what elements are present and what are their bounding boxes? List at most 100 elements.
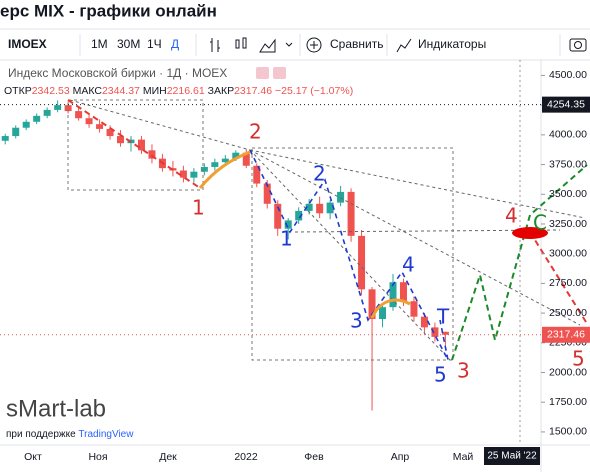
y-tick-label: 3500.00 (549, 188, 587, 200)
candle-body (326, 202, 334, 214)
candle-body (284, 220, 292, 229)
ohlc-value: 2216.61 (167, 85, 205, 97)
candle-body (75, 111, 83, 119)
candle-body (368, 289, 376, 320)
annotation: 5 (572, 347, 585, 371)
x-tick-label: 2022 (234, 451, 258, 463)
cursor-date-box (484, 447, 540, 465)
candle-body (12, 127, 20, 137)
candle-body (263, 183, 271, 204)
ohlc-value: 2344.37 (102, 85, 140, 97)
candle-body (295, 210, 303, 221)
candle-body (211, 162, 219, 167)
candle-body (347, 191, 355, 236)
candle-body (54, 105, 62, 110)
interval[interactable]: 30М (117, 37, 140, 51)
y-tick-label: 2750.00 (549, 277, 587, 289)
annotation: 3 (350, 309, 363, 333)
candle-body (43, 109, 51, 116)
annotation: 4 (505, 204, 518, 228)
interval[interactable]: 1М (91, 37, 108, 51)
indicators-button[interactable]: Индикаторы (418, 37, 486, 51)
y-tick-label: 2000.00 (549, 366, 587, 378)
candle-body (137, 139, 145, 151)
y-tick-label: 4000.00 (549, 129, 587, 141)
price-label-box (542, 96, 590, 113)
ohlc-value: 2342.53 (32, 85, 70, 97)
annotation: 1 (192, 196, 205, 220)
y-tick-label: 3000.00 (549, 247, 587, 259)
candle-body (96, 124, 104, 129)
candle-body (389, 282, 397, 308)
candle-body (232, 152, 240, 159)
x-tick-label: Фев (304, 451, 324, 463)
candle-body (316, 203, 324, 214)
y-tick-label: 3750.00 (549, 158, 587, 170)
y-tick-label: 1750.00 (549, 396, 587, 408)
x-tick-label: Ноя (88, 451, 107, 463)
powered-by-brand[interactable]: TradingView (78, 429, 134, 440)
candle-body (253, 165, 261, 184)
candle-body (337, 191, 345, 203)
candle-body (1, 136, 9, 141)
candle-body (305, 203, 313, 211)
candle-body (242, 152, 250, 166)
candle-body (379, 307, 387, 320)
watermark: sMart-lab (6, 395, 106, 422)
annotation: T (436, 305, 450, 329)
ohlc-label: МАКС (73, 85, 103, 97)
x-tick-label: Окт (24, 451, 42, 463)
candle-body (431, 327, 439, 337)
candle-body (200, 166, 208, 172)
annotation: 5 (434, 363, 447, 387)
y-tick-label: 2500.00 (549, 307, 587, 319)
hand-annotations: 1 2 1 2 3 4 T 5 3 4 C 5 (192, 120, 585, 387)
annotation: 2 (249, 120, 262, 144)
x-tick-label: Май (453, 451, 474, 463)
price-label-box (542, 326, 590, 343)
legend-icon (256, 67, 269, 79)
annotation: 4 (402, 253, 415, 277)
candle-body (64, 105, 72, 112)
plot (1, 100, 449, 411)
candle-body (106, 128, 114, 137)
symbol[interactable]: IMOEX (8, 37, 47, 51)
ohlc-value: 2317.46 (234, 85, 272, 97)
candle-body (410, 301, 418, 317)
annotation: 1 (280, 227, 293, 251)
interval[interactable]: 1Ч (147, 37, 162, 51)
price-label: 4254.35 (547, 98, 585, 110)
x-tick-label: Дек (159, 451, 177, 463)
powered-by: при поддержке TradingView (6, 429, 134, 440)
y-tick-label: 1500.00 (549, 426, 587, 438)
chart-style-icons[interactable] (195, 34, 587, 56)
drawings (67, 60, 588, 445)
candle-body (179, 170, 187, 178)
candle-body (85, 118, 93, 125)
y-tick-label: 4500.00 (549, 69, 587, 81)
ohlc-change: −25.17 (−1.07%) (275, 85, 353, 97)
candle-body (22, 121, 30, 128)
powered-by-text: при поддержке (6, 429, 76, 440)
legend-ohlc: ОТКР2342.53 МАКС2344.37 МИН2216.61 ЗАКР2… (4, 85, 353, 97)
ohlc-label: ОТКР (4, 85, 32, 97)
candle-body (399, 282, 407, 302)
candle-body (358, 235, 366, 290)
interval-active[interactable]: Д (171, 37, 179, 51)
price-label: 2317.46 (547, 329, 585, 341)
y-tick-label: 3250.00 (549, 218, 587, 230)
cursor-date: 25 Май '22 (487, 451, 537, 462)
candle-body (420, 316, 428, 328)
x-tick-label: Апр (391, 451, 410, 463)
candle-body (148, 150, 156, 159)
candle-body (274, 203, 282, 229)
ohlc-label: ЗАКР (208, 85, 234, 97)
compare-button[interactable]: Сравнить (330, 37, 383, 51)
candle-body (441, 331, 449, 335)
candle-body (221, 158, 229, 163)
candle-body (190, 171, 198, 178)
annotation: 3 (457, 359, 470, 383)
candle-body (33, 115, 41, 122)
